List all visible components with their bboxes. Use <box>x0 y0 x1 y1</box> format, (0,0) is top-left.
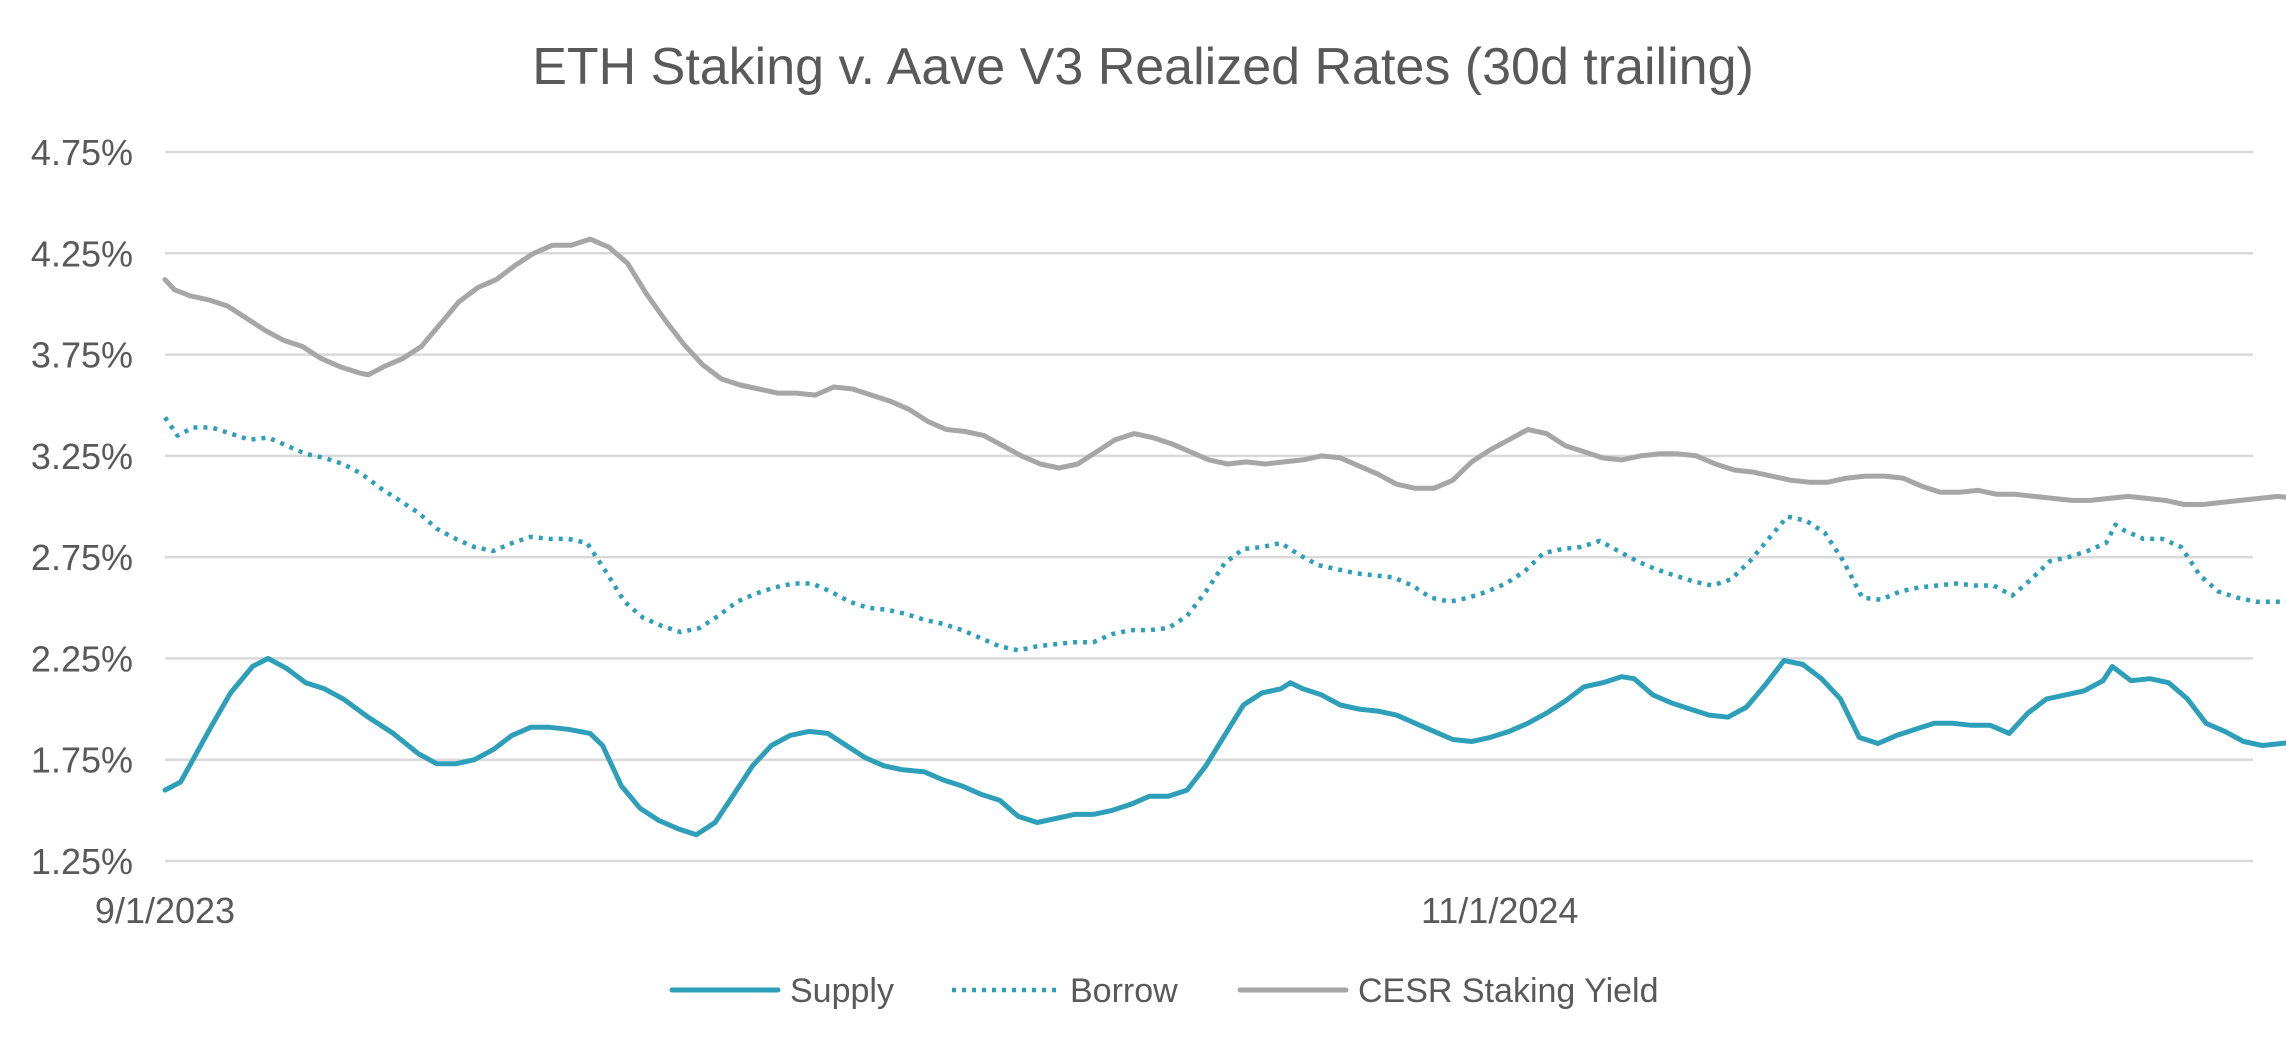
y-tick-label: 3.25% <box>31 436 133 477</box>
series-line-cesr-staking-yield <box>162 236 2286 507</box>
series-line-supply <box>162 655 2286 838</box>
x-tick-label: 11/1/2024 <box>1421 890 1578 931</box>
legend-label: Borrow <box>1070 972 1178 1010</box>
series-line-borrow <box>163 416 2286 653</box>
y-tick-label: 2.25% <box>31 638 133 679</box>
x-axis-tick-labels: 9/1/2023 11/1/2024 <box>95 890 1579 931</box>
y-axis-tick-labels: 1.25% 1.75% 2.25% 2.75% 3.25% 3.75% 4.25% 4.75% <box>31 132 133 882</box>
y-tick-label: 4.75% <box>31 132 133 173</box>
y-tick-label: 3.75% <box>31 335 133 376</box>
legend-label: CESR Staking Yield <box>1358 972 1659 1010</box>
gridlines <box>165 150 2253 863</box>
y-tick-label: 2.75% <box>31 537 133 578</box>
legend-label: Supply <box>790 972 894 1010</box>
y-tick-label: 1.75% <box>31 740 133 781</box>
y-tick-label: 4.25% <box>31 233 133 274</box>
legend: Supply Borrow CESR Staking Yield <box>669 972 1659 1010</box>
chart-title: ETH Staking v. Aave V3 Realized Rates (3… <box>532 38 1754 96</box>
x-tick-label: 9/1/2023 <box>95 890 235 931</box>
y-tick-label: 1.25% <box>31 841 133 882</box>
series-lines <box>162 236 2286 838</box>
